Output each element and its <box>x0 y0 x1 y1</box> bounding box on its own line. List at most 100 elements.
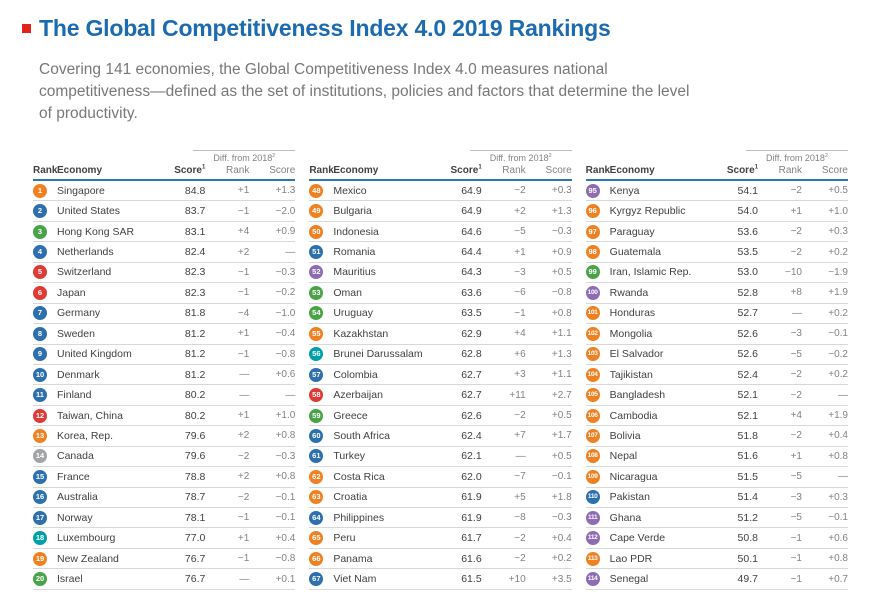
column-header-score: Score1 <box>174 164 206 176</box>
rank-badge: 1 <box>33 183 47 198</box>
table-row: 105 Bangladesh 52.1 −2 — <box>585 385 848 406</box>
score-value: 82.4 <box>184 246 206 259</box>
score-value: 51.2 <box>737 511 758 524</box>
diff-score-value: −0.3 <box>275 450 296 462</box>
table-row: 4 Netherlands 82.4 +2 — <box>33 242 296 263</box>
economy-name: Mauritius <box>333 266 376 279</box>
diff-score-value: +0.8 <box>828 450 848 462</box>
diff-rank-value: −1 <box>237 553 250 565</box>
economy-name: Israel <box>57 573 83 586</box>
rankings-table-1: Diff. from 20182 Rank Economy Score1 Ran… <box>33 150 296 590</box>
column-header-score: Score1 <box>726 164 758 176</box>
economy-name: New Zealand <box>57 552 119 565</box>
table-body: 95 Kenya 54.1 −2 +0.5 96 Kyrgyz Republic 54.0 +1… <box>585 181 848 590</box>
table-row: 110 Pakistan 51.4 −3 +0.3 <box>585 488 848 508</box>
table-row: 102 Mongolia 52.6 −3 −0.1 <box>585 324 848 345</box>
diff-rank-value: −2 <box>790 430 802 442</box>
economy-name: Singapore <box>57 184 105 197</box>
table-row: 8 Sweden 81.2 +1 −0.4 <box>33 324 296 345</box>
table-row: 12 Taiwan, China 80.2 +1 +1.0 <box>33 406 296 427</box>
diff-score-value: −1.9 <box>828 266 848 278</box>
score-value: 64.4 <box>461 246 482 259</box>
diff-rank-value: — <box>239 369 250 381</box>
rank-badge: 66 <box>309 551 324 566</box>
table-row: 6 Japan 82.3 −1 −0.2 <box>33 283 296 304</box>
diff-rank-value: −7 <box>514 471 526 483</box>
diff-rank-value: −8 <box>514 512 526 524</box>
economy-name: Iran, Islamic Rep. <box>609 266 692 279</box>
score-value: 51.4 <box>737 491 758 504</box>
diff-score-value: +0.5 <box>551 450 572 462</box>
score-value: 61.6 <box>461 552 482 565</box>
table-body: 1 Singapore 84.8 +1 +1.3 2 United States 83.7 −1… <box>33 181 296 590</box>
economy-name: Bolivia <box>609 429 641 442</box>
economy-name: Philippines <box>333 511 385 524</box>
diff-rank-value: −1 <box>790 573 802 585</box>
score-value: 62.8 <box>461 348 482 361</box>
economy-name: Romania <box>333 246 376 259</box>
diff-rank-value: +1 <box>237 328 250 340</box>
diff-rank-value: −3 <box>790 328 802 340</box>
diff-rank-value: −5 <box>514 226 526 238</box>
column-header-row: Rank Economy Score1 Rank Score <box>33 164 296 181</box>
diff-score-value: −0.8 <box>275 348 296 360</box>
table-row: 11 Finland 80.2 — — <box>33 385 296 406</box>
table-row: 65 Peru 61.7 −2 +0.4 <box>309 528 572 549</box>
table-row: 60 South Africa 62.4 +7 +1.7 <box>309 426 572 447</box>
economy-name: Nepal <box>609 450 638 463</box>
diff-rank-value: +1 <box>514 246 526 258</box>
score-value: 54.1 <box>737 184 758 197</box>
score-value: 53.0 <box>737 266 758 279</box>
table-row: 108 Nepal 51.6 +1 +0.8 <box>585 447 848 468</box>
diff-score-value: +1.8 <box>551 491 572 503</box>
diff-rank-value: +4 <box>790 410 802 422</box>
column-header-economy: Economy <box>609 165 655 176</box>
diff-score-value: +1.0 <box>828 205 848 217</box>
economy-name: Hong Kong SAR <box>57 225 135 238</box>
rank-badge: 108 <box>585 449 600 464</box>
rank-badge: 105 <box>585 388 600 403</box>
diff-rank-value: −10 <box>785 266 802 278</box>
diff-score-value: +0.4 <box>275 532 296 544</box>
rank-badge: 98 <box>585 245 600 260</box>
diff-score-value: +1.9 <box>828 287 848 299</box>
diff-score-value: −0.3 <box>551 512 572 524</box>
score-value: 52.8 <box>737 286 758 299</box>
diff-rank-value: — <box>239 573 250 585</box>
diff-score-value: +0.2 <box>828 246 848 258</box>
rank-badge: 4 <box>33 245 47 260</box>
economy-name: Rwanda <box>609 286 649 299</box>
rank-badge: 58 <box>309 388 324 403</box>
rank-badge: 14 <box>33 449 47 464</box>
diff-from-2018-label: Diff. from 20182 <box>469 150 572 165</box>
diff-rank-value: −2 <box>790 185 802 197</box>
diff-rank-value: −1 <box>237 266 250 278</box>
score-value: 62.6 <box>461 409 482 422</box>
economy-name: Lao PDR <box>609 552 653 565</box>
table-row: 14 Canada 79.6 −2 −0.3 <box>33 447 296 468</box>
rank-badge: 6 <box>33 285 47 300</box>
rank-badge: 60 <box>309 428 324 443</box>
economy-name: Pakistan <box>609 491 650 504</box>
table-row: 9 United Kingdom 81.2 −1 −0.8 <box>33 345 296 365</box>
rank-badge: 109 <box>585 469 600 484</box>
table-body: 48 Mexico 64.9 −2 +0.3 49 Bulgaria 64.9 +2 +1.3 50… <box>309 181 572 590</box>
score-value: 52.6 <box>737 348 758 361</box>
diff-rank-value: +2 <box>237 471 250 483</box>
rank-badge: 63 <box>309 490 324 505</box>
diff-rank-value: −1 <box>237 348 250 360</box>
score-value: 62.7 <box>461 389 482 402</box>
score-value: 83.7 <box>184 205 206 218</box>
table-row: 52 Mauritius 64.3 −3 +0.5 <box>309 263 572 284</box>
diff-rank-value: −3 <box>514 266 526 278</box>
table-row: 19 New Zealand 76.7 −1 −0.8 <box>33 549 296 570</box>
rank-badge: 104 <box>585 367 600 382</box>
diff-score-value: +2.7 <box>551 389 572 401</box>
table-row: 56 Brunei Darussalam 62.8 +6 +1.3 <box>309 345 572 365</box>
diff-rank-value: −4 <box>237 307 250 319</box>
economy-name: Denmark <box>57 368 100 381</box>
economy-name: Bulgaria <box>333 205 372 218</box>
rank-badge: 49 <box>309 204 324 219</box>
rank-badge: 53 <box>309 285 324 300</box>
diff-rank-value: −5 <box>790 512 802 524</box>
